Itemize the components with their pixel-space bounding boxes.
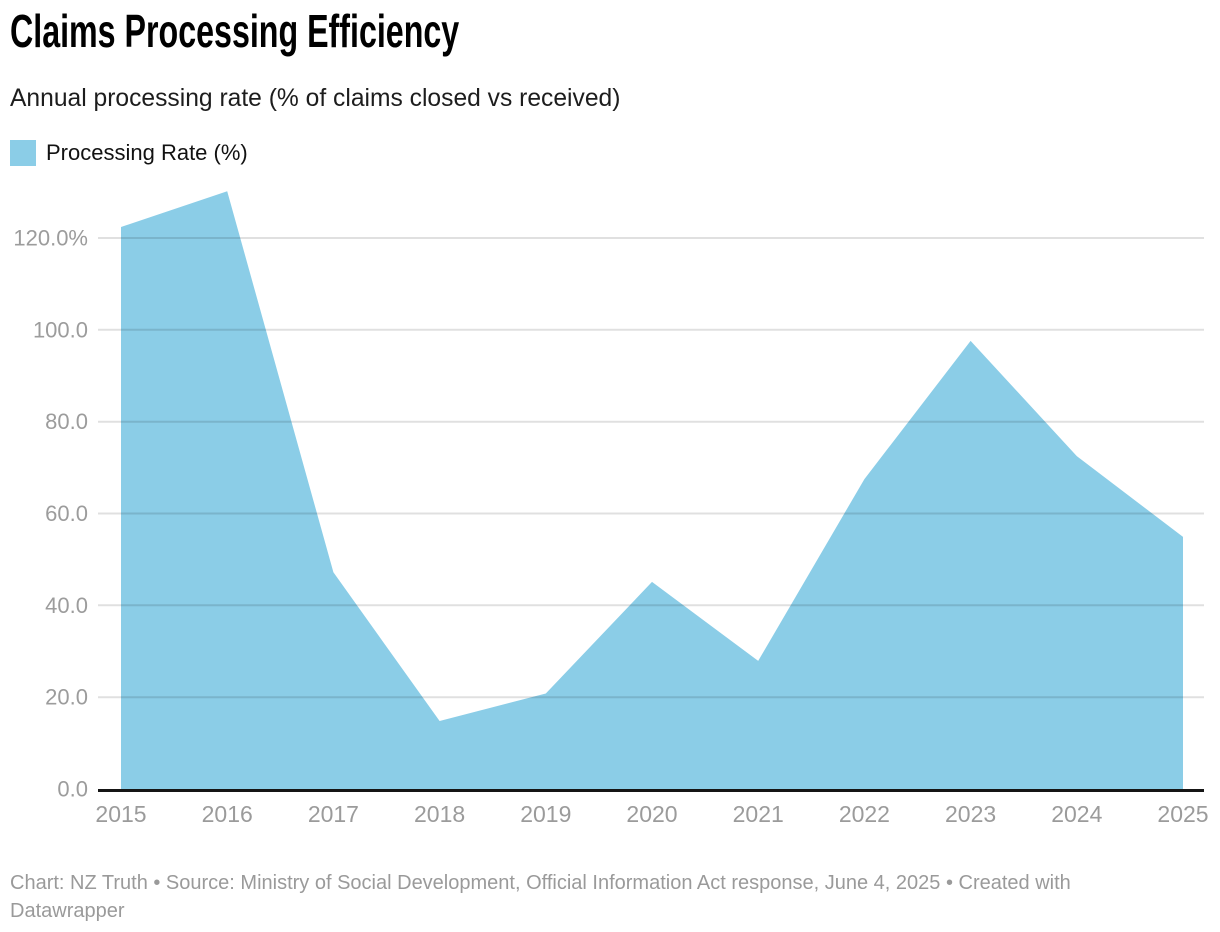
- y-tick-label: 60.0: [45, 501, 88, 526]
- x-tick-label: 2020: [626, 801, 677, 827]
- chart-title: Claims Processing Efficiency: [10, 5, 460, 57]
- x-tick-label: 2025: [1157, 801, 1208, 827]
- y-tick-label: 20.0: [45, 685, 88, 710]
- chart-subtitle: Annual processing rate (% of claims clos…: [10, 84, 621, 112]
- area-series-processing-rate: [121, 191, 1183, 789]
- legend: Processing Rate (%): [10, 139, 248, 166]
- x-tick-label: 2016: [202, 801, 253, 827]
- x-tick-label: 2019: [520, 801, 571, 827]
- x-tick-label: 2022: [839, 801, 890, 827]
- x-tick-label: 2024: [1051, 801, 1102, 827]
- chart-footer: Chart: NZ Truth • Source: Ministry of So…: [10, 872, 1071, 922]
- y-tick-label: 80.0: [45, 409, 88, 434]
- x-tick-label: 2021: [733, 801, 784, 827]
- y-tick-label: 120.0%: [13, 226, 88, 251]
- x-tick-label: 2018: [414, 801, 465, 827]
- legend-label: Processing Rate (%): [46, 139, 248, 165]
- y-tick-label: 40.0: [45, 593, 88, 618]
- x-tick-label: 2015: [95, 801, 146, 827]
- x-tick-label: 2017: [308, 801, 359, 827]
- x-tick-label: 2023: [945, 801, 996, 827]
- y-tick-label: 100.0: [33, 317, 88, 342]
- y-tick-label: 0.0: [57, 777, 88, 802]
- legend-swatch: [10, 139, 36, 166]
